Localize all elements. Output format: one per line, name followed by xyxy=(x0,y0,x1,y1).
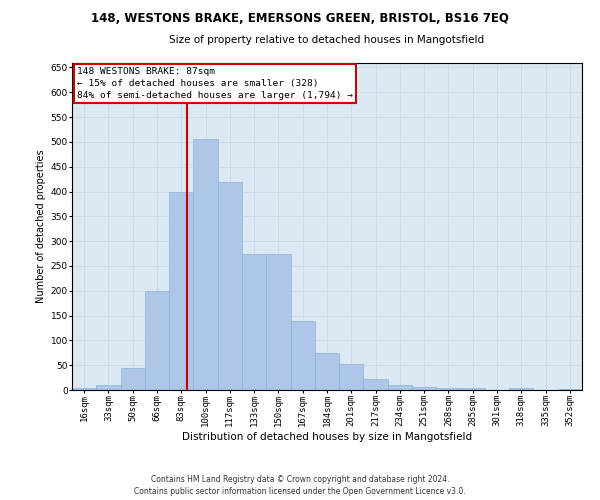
Bar xyxy=(339,364,364,390)
Bar xyxy=(169,192,193,390)
Bar xyxy=(72,388,96,390)
Bar xyxy=(412,386,436,390)
Bar xyxy=(121,368,145,390)
X-axis label: Distribution of detached houses by size in Mangotsfield: Distribution of detached houses by size … xyxy=(182,432,472,442)
Bar xyxy=(388,385,412,390)
Bar xyxy=(364,379,388,390)
Bar xyxy=(509,388,533,390)
Bar xyxy=(315,353,339,390)
Bar xyxy=(96,385,121,390)
Y-axis label: Number of detached properties: Number of detached properties xyxy=(37,150,46,303)
Bar xyxy=(266,254,290,390)
Bar xyxy=(242,254,266,390)
Bar xyxy=(436,388,461,390)
Bar xyxy=(218,182,242,390)
Bar xyxy=(558,389,582,390)
Text: Contains HM Land Registry data © Crown copyright and database right 2024.
Contai: Contains HM Land Registry data © Crown c… xyxy=(134,475,466,496)
Text: 148 WESTONS BRAKE: 87sqm
← 15% of detached houses are smaller (328)
84% of semi-: 148 WESTONS BRAKE: 87sqm ← 15% of detach… xyxy=(77,68,353,100)
Title: Size of property relative to detached houses in Mangotsfield: Size of property relative to detached ho… xyxy=(169,35,485,45)
Bar xyxy=(461,388,485,390)
Bar xyxy=(193,140,218,390)
Text: 148, WESTONS BRAKE, EMERSONS GREEN, BRISTOL, BS16 7EQ: 148, WESTONS BRAKE, EMERSONS GREEN, BRIS… xyxy=(91,12,509,26)
Bar xyxy=(290,320,315,390)
Bar xyxy=(145,291,169,390)
